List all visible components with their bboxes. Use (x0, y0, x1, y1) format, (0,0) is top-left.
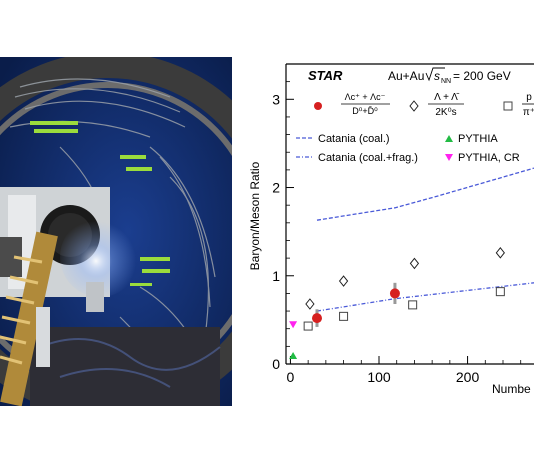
x-axis-ticks: 0 100 200 (287, 356, 521, 385)
svg-text:s: s (434, 69, 440, 83)
y-tick-label: 3 (272, 91, 280, 107)
x-axis-title: Numbe (492, 382, 531, 396)
legend-ratio-lambda: Λ + Λ̄ 2K⁰s (410, 92, 464, 118)
detector-photo-art (0, 57, 232, 406)
x-tick-label: 200 (456, 369, 480, 385)
legend-label-catania-coal: Catania (coal.) (318, 133, 390, 145)
y-tick-label: 1 (272, 268, 280, 284)
legend-marker-filled-circle (314, 102, 322, 110)
baryon-meson-ratio-chart: 0 1 2 3 0 100 200 Baryon/Meson Ratio Numbe ST… (248, 56, 534, 400)
legend-label-pythia-cr: PYTHIA, CR (458, 152, 520, 164)
data-point-filled-circle (312, 313, 322, 323)
detector-photo (0, 57, 232, 406)
legend-lambdac-denominator: D⁰+D̄⁰ (352, 106, 378, 116)
data-point-open-diamond (496, 248, 504, 258)
x-tick-label: 100 (367, 369, 391, 385)
legend-ratio-proton: p π⁺ (504, 92, 534, 118)
legend-marker-open-square (504, 102, 512, 110)
legend-lambda-denominator: 2K⁰s (435, 107, 456, 118)
legend-ratio-lambdac: Λc⁺ + Λc⁻ D⁰+D̄⁰ (314, 92, 390, 116)
svg-text:NN: NN (441, 78, 451, 85)
chart-canvas: 0 1 2 3 0 100 200 Baryon/Meson Ratio Numbe ST… (248, 56, 534, 400)
data-point-triangle-up (289, 352, 297, 359)
data-point-open-square (409, 301, 417, 309)
system-label-energy: = 200 GeV (453, 69, 511, 83)
legend-proton-numerator: p (526, 92, 532, 103)
sqrt-symbol: s NN (426, 68, 451, 85)
data-point-open-square (340, 312, 348, 320)
data-point-open-diamond (306, 299, 314, 309)
y-tick-label: 2 (272, 180, 280, 196)
model-curve-line (317, 168, 534, 220)
legend-lambda-numerator: Λ + Λ̄ (434, 92, 460, 103)
data-point-open-square (304, 322, 312, 330)
legend-proton-denominator: π⁺ (523, 107, 534, 118)
legend-label-pythia: PYTHIA (458, 133, 498, 145)
system-label-prefix: Au+Au (388, 69, 424, 83)
data-point-triangle-down (289, 321, 297, 328)
legend-lambdac-numerator: Λc⁺ + Λc⁻ (345, 92, 386, 102)
data-point-filled-circle (390, 288, 400, 298)
data-point-open-diamond (410, 258, 418, 268)
experiment-label: STAR (308, 68, 343, 83)
legend-marker-open-diamond (410, 101, 418, 111)
data-point-open-diamond (340, 276, 348, 286)
y-axis-ticks: 0 1 2 3 (272, 82, 294, 372)
legend-label-catania-coal-frag: Catania (coal.+frag.) (318, 152, 418, 164)
x-tick-label: 0 (287, 369, 295, 385)
model-curve-line (317, 283, 534, 311)
y-axis-title: Baryon/Meson Ratio (248, 161, 262, 270)
legend-models: Catania (coal.) Catania (coal.+frag.) PY… (296, 133, 520, 164)
legend-marker-pythia-triangle (445, 135, 453, 142)
data-point-open-square (496, 288, 504, 296)
legend-marker-pythia-cr-triangle (445, 154, 453, 161)
data-markers (289, 248, 504, 359)
y-tick-label: 0 (272, 356, 280, 372)
